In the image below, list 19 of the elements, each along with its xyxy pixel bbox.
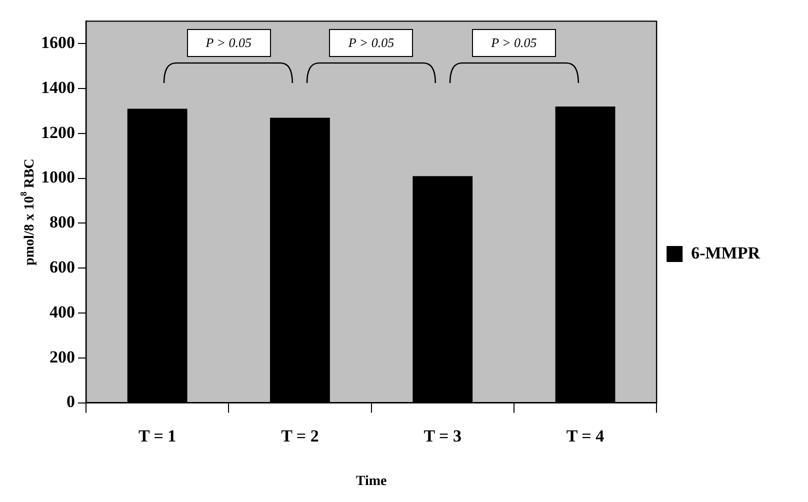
- y-tick-label: 1600: [41, 33, 75, 52]
- y-tick-label: 1000: [41, 168, 75, 187]
- y-tick-label: 1400: [41, 78, 75, 97]
- y-axis-title: pmol/8 x 108 RBC: [18, 158, 38, 266]
- annotation: P > 0.05: [329, 29, 414, 58]
- y-tick-label: 800: [50, 212, 75, 232]
- y-tick-label: 1200: [41, 122, 75, 142]
- x-tick-label: T = 2: [281, 426, 319, 446]
- x-tick-label: T = 3: [424, 426, 462, 446]
- legend-label: 6-MMPR: [691, 243, 761, 262]
- y-tick-label: 0: [66, 392, 75, 412]
- x-axis-title: Time: [356, 474, 387, 490]
- y-tick-label: 400: [50, 302, 75, 322]
- x-tick-label: T = 1: [138, 426, 176, 446]
- y-tick-label: 600: [50, 258, 75, 277]
- annotation: P > 0.05: [186, 29, 271, 58]
- annotation: P > 0.05: [472, 29, 556, 58]
- y-tick-label: 200: [50, 347, 75, 366]
- x-tick-label: T = 4: [566, 426, 605, 446]
